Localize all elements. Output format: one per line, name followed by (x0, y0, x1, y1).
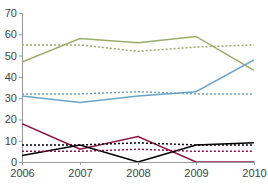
series-line (22, 143, 254, 145)
tick-label: 50 (5, 50, 17, 62)
series-line (22, 124, 254, 162)
tick: 2009 (184, 162, 208, 179)
tick-mark (19, 34, 22, 35)
tick: 10 (5, 135, 22, 147)
series-line (22, 60, 254, 103)
tick-label: 2009 (184, 167, 208, 179)
tick: 70 (5, 7, 22, 19)
tick-label: 40 (5, 71, 17, 83)
tick-label: 10 (5, 135, 17, 147)
tick-mark (80, 162, 81, 165)
series-line (22, 143, 254, 162)
series-line (22, 149, 254, 151)
chart: 01020304050607020062007200820092010 (0, 0, 268, 192)
tick-label: 30 (5, 92, 17, 104)
plot-area: 01020304050607020062007200820092010 (5, 7, 267, 179)
tick-mark (19, 162, 22, 163)
axis-line (22, 14, 23, 163)
tick-label: 2007 (68, 167, 92, 179)
tick-label: 20 (5, 113, 17, 125)
series-line (22, 45, 254, 51)
series-line (22, 92, 254, 94)
tick-label: 70 (5, 7, 17, 19)
tick-mark (19, 119, 22, 120)
x-axis: 2006 2007 2008 2009 2010 (10, 162, 266, 179)
tick-mark (138, 162, 139, 165)
y-axis: 010203040506070 (5, 7, 23, 168)
tick-mark (19, 77, 22, 78)
tick: 2007 (68, 162, 92, 179)
tick: 30 (5, 92, 22, 104)
tick-mark (19, 56, 22, 57)
series-group (22, 36, 254, 162)
tick-label: 2006 (10, 167, 34, 179)
tick-mark (19, 13, 22, 14)
series-line (22, 36, 254, 70)
tick-mark (196, 162, 197, 165)
tick: 40 (5, 71, 22, 83)
tick: 2008 (126, 162, 150, 179)
tick: 2010 (242, 162, 266, 179)
tick-label: 2010 (242, 167, 266, 179)
tick-mark (19, 98, 22, 99)
tick-mark (19, 141, 22, 142)
tick-mark (22, 162, 23, 165)
tick-label: 2008 (126, 167, 150, 179)
tick-label: 60 (5, 28, 17, 40)
tick: 20 (5, 113, 22, 125)
tick: 2006 (10, 162, 34, 179)
tick-mark (254, 162, 255, 165)
tick: 60 (5, 28, 22, 40)
tick: 50 (5, 50, 22, 62)
